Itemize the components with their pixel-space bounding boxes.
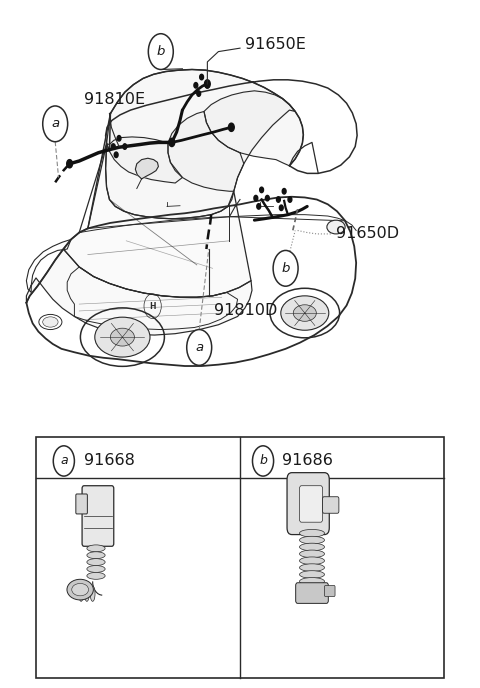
Ellipse shape [300, 578, 324, 585]
Ellipse shape [300, 571, 324, 578]
Ellipse shape [84, 586, 89, 601]
Circle shape [117, 136, 121, 141]
Circle shape [200, 74, 204, 80]
Text: 91810E: 91810E [84, 92, 145, 107]
Bar [36, 437, 444, 678]
Ellipse shape [90, 586, 95, 601]
Polygon shape [135, 158, 158, 179]
Circle shape [276, 197, 280, 202]
Circle shape [282, 189, 286, 194]
Ellipse shape [300, 585, 324, 592]
Ellipse shape [300, 530, 324, 537]
Ellipse shape [281, 296, 329, 330]
Circle shape [148, 34, 173, 69]
Circle shape [288, 197, 292, 202]
Circle shape [279, 205, 283, 211]
Ellipse shape [79, 586, 84, 601]
Circle shape [53, 446, 74, 476]
Ellipse shape [300, 557, 324, 564]
Circle shape [254, 195, 258, 201]
Polygon shape [168, 111, 244, 191]
Ellipse shape [300, 544, 324, 550]
Circle shape [260, 187, 264, 193]
Ellipse shape [87, 572, 105, 579]
Circle shape [194, 83, 198, 88]
Ellipse shape [87, 552, 105, 559]
Text: a: a [60, 455, 68, 467]
Polygon shape [26, 249, 252, 335]
FancyBboxPatch shape [300, 486, 323, 522]
Text: 91686: 91686 [282, 453, 333, 469]
Circle shape [197, 91, 201, 96]
Ellipse shape [87, 545, 105, 552]
FancyBboxPatch shape [287, 473, 329, 535]
Ellipse shape [87, 566, 105, 572]
Ellipse shape [327, 220, 345, 234]
Ellipse shape [72, 583, 88, 596]
Circle shape [169, 138, 175, 147]
Text: 91650D: 91650D [336, 226, 399, 241]
Text: 91650E: 91650E [245, 37, 306, 52]
Circle shape [204, 80, 210, 88]
Circle shape [67, 160, 72, 168]
Ellipse shape [67, 579, 94, 600]
Circle shape [257, 204, 261, 209]
Circle shape [187, 330, 212, 365]
Circle shape [228, 123, 234, 131]
Circle shape [205, 83, 209, 88]
Text: b: b [156, 45, 165, 58]
Circle shape [111, 144, 115, 149]
Ellipse shape [293, 305, 316, 321]
FancyBboxPatch shape [82, 486, 114, 546]
Ellipse shape [95, 317, 150, 357]
FancyBboxPatch shape [324, 585, 335, 596]
Circle shape [265, 195, 269, 201]
Polygon shape [63, 144, 251, 297]
Text: 91668: 91668 [84, 453, 135, 469]
Ellipse shape [300, 537, 324, 544]
Ellipse shape [300, 564, 324, 571]
Circle shape [252, 446, 274, 476]
Circle shape [123, 144, 127, 149]
Ellipse shape [300, 550, 324, 557]
FancyBboxPatch shape [296, 583, 328, 603]
Text: b: b [281, 262, 290, 275]
FancyBboxPatch shape [76, 494, 87, 514]
Text: b: b [259, 455, 267, 467]
Circle shape [273, 250, 298, 286]
Polygon shape [106, 69, 295, 219]
Circle shape [114, 152, 118, 158]
FancyBboxPatch shape [323, 497, 339, 513]
Ellipse shape [110, 328, 134, 346]
Text: a: a [195, 341, 203, 354]
Text: a: a [51, 118, 59, 130]
Polygon shape [107, 137, 182, 183]
Polygon shape [204, 91, 303, 166]
Ellipse shape [87, 559, 105, 566]
Text: 91810D: 91810D [214, 303, 277, 319]
Circle shape [43, 106, 68, 142]
Text: H: H [149, 301, 156, 311]
Ellipse shape [43, 316, 58, 327]
